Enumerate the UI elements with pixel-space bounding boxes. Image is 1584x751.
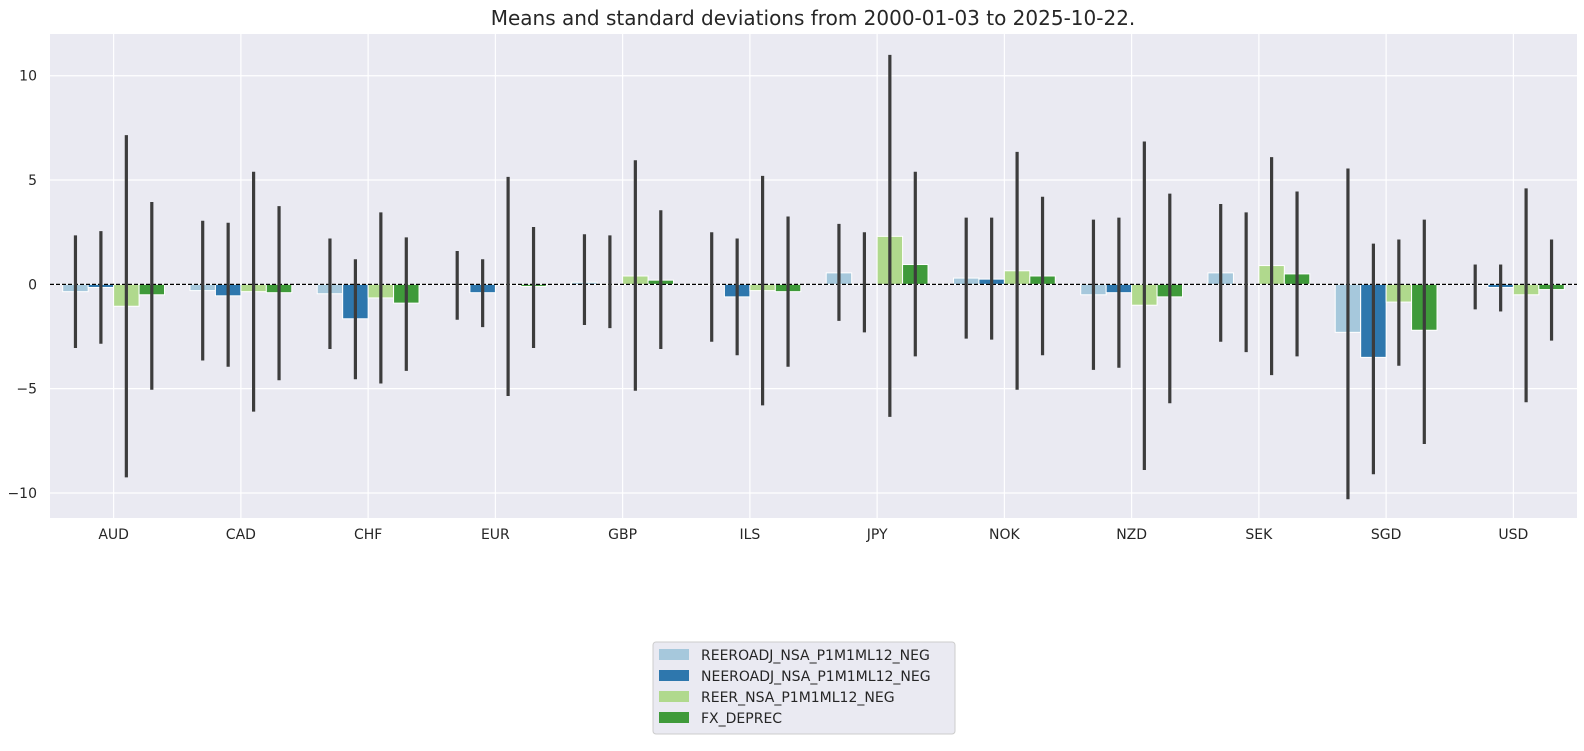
- x-tick-label-eur: EUR: [481, 527, 510, 543]
- x-tick-label-chf: CHF: [354, 527, 382, 543]
- x-tick-label-jpy: JPY: [866, 527, 888, 543]
- y-tick-label: −5: [16, 382, 37, 398]
- y-tick-label: −10: [7, 486, 37, 502]
- x-tick-label-usd: USD: [1498, 527, 1528, 543]
- legend-swatch: [659, 670, 689, 681]
- error-bars-layer: [73, 54, 1554, 500]
- x-tick-label-cad: CAD: [226, 527, 256, 543]
- x-tick-label-nok: NOK: [989, 527, 1020, 543]
- legend-label: REER_NSA_P1M1ML12_NEG: [701, 690, 895, 706]
- x-tick-label-nzd: NZD: [1116, 527, 1147, 543]
- legend-label: FX_DEPREC: [701, 711, 782, 727]
- y-tick-label: 5: [28, 173, 37, 189]
- legend-swatch: [659, 649, 689, 660]
- y-axis-ticks: −10 −5 0 5 10: [7, 69, 37, 502]
- legend-label: NEEROADJ_NSA_P1M1ML12_NEG: [701, 669, 931, 685]
- legend-label: REEROADJ_NSA_P1M1ML12_NEG: [701, 648, 930, 664]
- x-axis-ticks: AUD CAD CHF EUR GBP ILS JPY NOK NZD SEK SGD USD: [98, 527, 1528, 543]
- x-tick-label-aud: AUD: [98, 527, 129, 543]
- legend-frame: [652, 641, 956, 735]
- y-tick-label: 10: [19, 69, 37, 85]
- y-tick-label: 0: [28, 277, 37, 293]
- x-tick-label-sek: SEK: [1245, 527, 1273, 543]
- x-tick-label-sgd: SGD: [1371, 527, 1402, 543]
- plot-area: [50, 34, 1577, 518]
- legend-swatch: [659, 712, 689, 723]
- legend-swatch: [659, 691, 689, 702]
- chart-title: Means and standard deviations from 2000-…: [491, 6, 1136, 30]
- x-tick-label-ils: ILS: [739, 527, 760, 543]
- legend: REEROADJ_NSA_P1M1ML12_NEG NEEROADJ_NSA_P1…: [652, 641, 956, 735]
- x-tick-label-gbp: GBP: [608, 527, 637, 543]
